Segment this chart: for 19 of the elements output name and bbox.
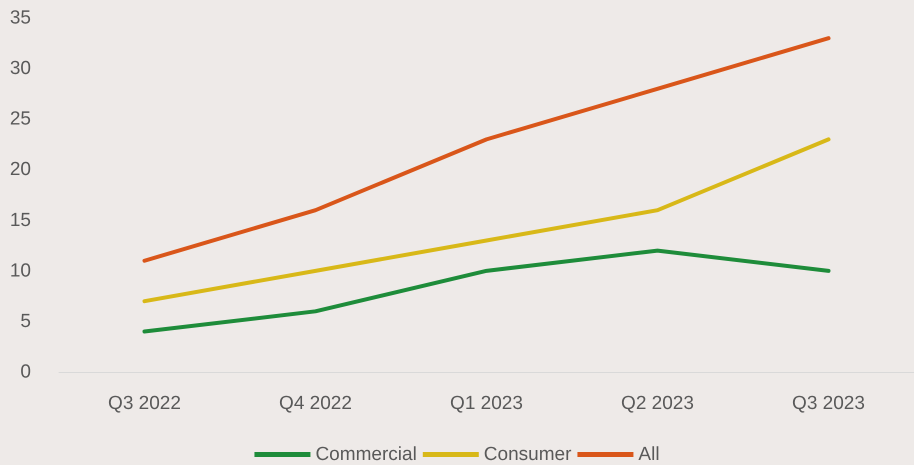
line-series [142, 137, 830, 304]
legend-label: Consumer [484, 444, 572, 465]
x-tick-label: Q3 2023 [792, 393, 865, 414]
y-tick-label: 30 [10, 58, 31, 80]
y-tick-label: 35 [10, 8, 31, 28]
x-tick-label: Q2 2023 [621, 393, 694, 414]
y-tick-label: 10 [10, 260, 31, 282]
y-tick-label: 20 [10, 159, 31, 180]
x-tick-label: Q1 2023 [450, 393, 523, 414]
y-tick-label: 0 [20, 362, 31, 382]
line-series [142, 36, 830, 263]
legend-label: All [638, 444, 660, 465]
legend-label: Commercial [315, 444, 417, 465]
x-tick-label: Q4 2022 [279, 393, 352, 414]
y-tick-label: 25 [10, 108, 31, 130]
x-tick-label: Q3 2022 [108, 393, 181, 414]
y-tick-label: 15 [10, 210, 31, 231]
y-tick-label: 5 [20, 310, 31, 332]
line-series [142, 248, 830, 334]
